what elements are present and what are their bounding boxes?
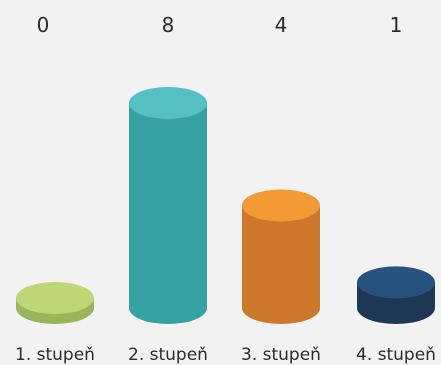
bar-3: [242, 189, 320, 324]
value-label-3: 4: [275, 13, 288, 37]
bar-top-1: [16, 282, 94, 314]
bar-2: [129, 87, 207, 324]
category-label-1: 1. stupeň: [15, 345, 95, 365]
category-label-2: 2. stupeň: [128, 345, 208, 365]
bar-body-2: [129, 103, 207, 324]
category-label-4: 4. stupeň: [356, 345, 436, 365]
bar-top-3: [242, 189, 320, 222]
bar-4: [357, 266, 435, 324]
bar-top-2: [129, 87, 207, 119]
bar-body-3: [242, 205, 320, 324]
bar-1: [16, 282, 94, 324]
value-label-2: 8: [162, 13, 175, 37]
value-label-4: 1: [390, 13, 403, 37]
value-label-1: 0: [37, 13, 50, 37]
category-label-3: 3. stupeň: [241, 345, 321, 365]
bar-top-4: [357, 266, 435, 299]
bars-group: [16, 87, 435, 324]
